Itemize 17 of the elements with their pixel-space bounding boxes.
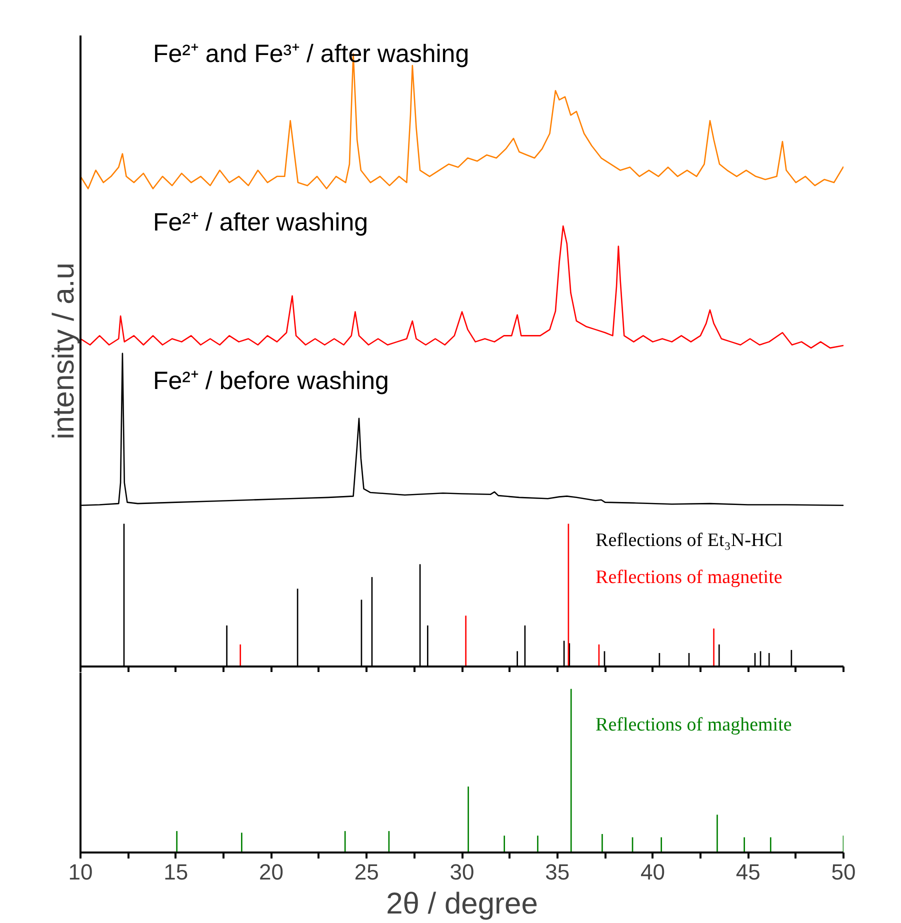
x-tick-label: 10: [68, 860, 93, 884]
x-tick-label: 50: [831, 860, 856, 884]
annotation: Fe²⁺ / after washing: [152, 208, 368, 236]
x-tick-label: 25: [354, 860, 379, 884]
y-axis-title: intensity / a.u: [48, 262, 80, 440]
x-axis-title: 2θ / degree: [386, 888, 538, 920]
x-tick-label: 15: [164, 860, 188, 884]
x-tick-label: 30: [450, 860, 474, 884]
series-label: Reflections of maghemite: [596, 714, 792, 736]
series-label: Reflections of magnetite: [596, 567, 782, 588]
annotation: Fe²⁺ and Fe³⁺ / after washing: [152, 40, 470, 68]
x-tick-label: 40: [640, 860, 665, 884]
annotation: Fe²⁺ / before washing: [152, 367, 389, 396]
x-tick-label: 45: [736, 860, 760, 884]
annotation: Reflections of Et₃N-HCl: [596, 530, 783, 551]
x-tick-label: 35: [545, 860, 570, 884]
x-tick-label: 20: [259, 860, 284, 884]
